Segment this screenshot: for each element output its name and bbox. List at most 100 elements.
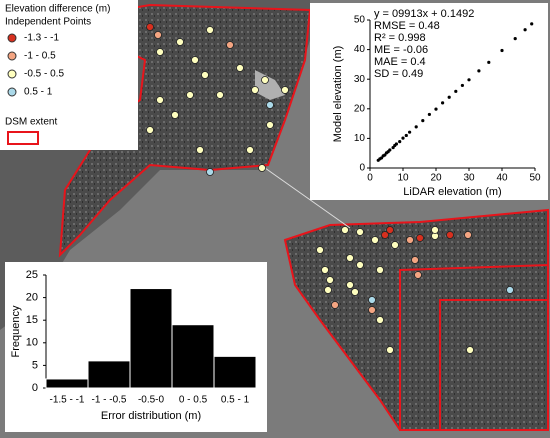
x-axis-label: LiDAR elevation (m) <box>403 186 501 198</box>
sample-point <box>506 286 514 294</box>
legend-swatch <box>7 33 17 43</box>
sample-point <box>346 281 354 289</box>
sample-point <box>416 234 424 242</box>
scatter-point <box>530 22 534 26</box>
sample-point <box>176 38 184 46</box>
sample-point <box>216 91 224 99</box>
y-tick-label: 15 <box>26 314 38 326</box>
scatter-point <box>460 83 464 88</box>
x-tick-label: 50 <box>529 173 541 184</box>
legend-title: Elevation difference (m) <box>5 4 110 15</box>
sample-point <box>156 96 164 104</box>
scatter-point <box>454 89 458 93</box>
y-tick-label: 50 <box>354 15 366 26</box>
points <box>96 23 514 354</box>
bar <box>87 360 131 389</box>
scatter-point <box>398 140 402 144</box>
legend-label: -1.3 - -1 <box>24 33 59 44</box>
sample-point <box>146 23 154 31</box>
sample-point <box>201 71 209 79</box>
sample-point <box>331 301 339 309</box>
stat-annotation: y = 09913x + 0.1492 <box>374 8 474 20</box>
x-tick-label: 10 <box>397 173 409 184</box>
sample-point <box>266 121 274 129</box>
scatter-point <box>388 148 392 152</box>
y-tick-label: 25 <box>26 269 38 281</box>
sample-point <box>406 236 414 244</box>
y-tick-label: 20 <box>354 103 366 114</box>
sample-point <box>466 346 474 354</box>
connector <box>264 167 351 229</box>
sample-point <box>154 31 162 39</box>
legend-subtitle: Independent Points <box>5 17 91 28</box>
x-tick-label: -0.5-0 <box>138 395 165 406</box>
sample-point <box>146 126 154 134</box>
scatter-panel <box>310 3 548 200</box>
sample-point <box>464 231 472 239</box>
sample-point <box>326 276 334 284</box>
sample-point <box>258 164 266 172</box>
sample-point <box>261 76 269 84</box>
legend-label: -0.5 - 0.5 <box>24 69 64 80</box>
sample-point <box>368 306 376 314</box>
sample-point <box>411 256 419 264</box>
stat-annotation: SD = 0.49 <box>374 68 423 80</box>
legend-swatch <box>7 87 17 97</box>
sample-point <box>186 91 194 99</box>
sample-point <box>346 254 354 262</box>
bar <box>45 378 89 389</box>
scatter-point <box>441 101 445 105</box>
scatter-point <box>467 78 471 82</box>
x-tick-label: 20 <box>430 173 442 184</box>
y-tick-label: 40 <box>354 44 366 55</box>
legend-swatch <box>7 51 17 61</box>
sample-point <box>226 41 234 49</box>
stat-annotation: RMSE = 0.48 <box>374 20 440 32</box>
x-tick-label: 0 - 0.5 <box>179 395 208 406</box>
scatter-point <box>477 69 481 73</box>
legend: Elevation difference (m) Independent Poi… <box>0 0 138 150</box>
sample-point <box>246 146 254 154</box>
sample-point <box>376 316 384 324</box>
sample-point <box>316 246 324 254</box>
y-tick-label: 20 <box>26 292 38 304</box>
sample-point <box>236 64 244 72</box>
legend-box <box>0 0 138 150</box>
scatter-point <box>414 125 418 129</box>
sample-point <box>368 296 376 304</box>
y-tick-label: 10 <box>354 133 366 144</box>
sample-point <box>356 228 364 236</box>
y-tick-label: 0 <box>359 163 365 174</box>
x-axis-label: Error distribution (m) <box>101 410 201 422</box>
sample-point <box>446 231 454 239</box>
sample-point <box>251 86 259 94</box>
x-tick-label: 30 <box>463 173 475 184</box>
sample-point <box>371 236 379 244</box>
sample-point <box>351 288 359 296</box>
bar <box>213 355 257 389</box>
sample-point <box>386 346 394 354</box>
y-tick-label: 5 <box>32 359 38 371</box>
scatter-point <box>513 37 517 41</box>
bar <box>171 324 215 389</box>
bar <box>129 288 173 389</box>
legend-extent-swatch <box>7 131 39 145</box>
x-tick-label: -1.5 - -1 <box>49 395 84 406</box>
y-tick-label: 30 <box>354 74 366 85</box>
sample-point <box>191 56 199 64</box>
scatter-point <box>427 112 431 117</box>
stat-annotation: MAE = 0.4 <box>374 56 426 68</box>
scatter-point <box>434 107 438 111</box>
sample-point <box>381 231 389 239</box>
x-tick-label: -1 - -0.5 <box>91 395 126 406</box>
legend-label: -1 - 0.5 <box>24 51 56 62</box>
stat-annotation: R² = 0.998 <box>374 32 426 44</box>
scatter-point <box>421 119 425 123</box>
sample-point <box>376 266 384 274</box>
y-tick-label: 10 <box>26 337 38 349</box>
y-tick-label: 0 <box>32 382 38 394</box>
sample-point <box>156 48 164 56</box>
sample-point <box>431 226 439 234</box>
x-tick-label: 0.5 - 1 <box>221 395 250 406</box>
sample-point <box>321 266 329 274</box>
